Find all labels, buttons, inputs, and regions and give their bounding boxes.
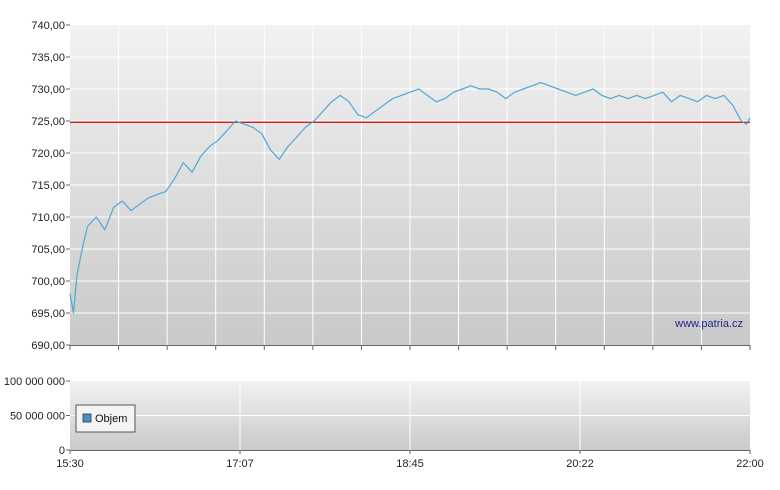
volume-x-axis-ticks: 15:30 17:07 18:45 20:22 22:00 (56, 450, 764, 470)
y-tick-label: 720,00 (31, 148, 65, 160)
price-series (69, 81, 751, 314)
price-y-axis-ticks: 740,00 735,00 730,00 725,00 720,00 715,00 710,… (31, 20, 70, 352)
y-tick-label: 695,00 (31, 308, 65, 320)
price-panel: 740,00 735,00 730,00 725,00 720,00 715,00 710,… (31, 20, 751, 352)
watermark: www.patria.cz (674, 318, 743, 330)
y-tick-label: 700,00 (31, 276, 65, 288)
x-tick-label: 22:00 (736, 458, 764, 470)
y-tick-label: 100 000 000 (4, 376, 65, 388)
y-tick-label: 710,00 (31, 212, 65, 224)
volume-panel: 100 000 000 50 000 000 0 15:30 17:07 18:45 20… (4, 376, 764, 470)
y-tick-label: 730,00 (31, 84, 65, 96)
y-tick-label: 735,00 (31, 52, 65, 64)
price-horizontal-gridlines (70, 56, 750, 314)
price-x-tick-marks (69, 345, 751, 350)
y-tick-label: 0 (59, 445, 65, 457)
y-tick-label: 50 000 000 (10, 411, 65, 423)
x-tick-label: 17:07 (226, 458, 254, 470)
x-tick-label: 18:45 (396, 458, 424, 470)
legend-swatch (82, 413, 92, 423)
y-tick-label: 740,00 (31, 20, 65, 32)
volume-y-axis-ticks: 100 000 000 50 000 000 0 (4, 376, 70, 457)
y-tick-label: 705,00 (31, 244, 65, 256)
x-tick-label: 15:30 (56, 458, 84, 470)
y-tick-label: 690,00 (31, 340, 65, 352)
y-tick-label: 725,00 (31, 116, 65, 128)
x-tick-label: 20:22 (566, 458, 594, 470)
legend-label: Objem (95, 413, 127, 425)
legend: Objem (75, 404, 136, 433)
y-tick-label: 715,00 (31, 180, 65, 192)
price-line (69, 81, 751, 314)
